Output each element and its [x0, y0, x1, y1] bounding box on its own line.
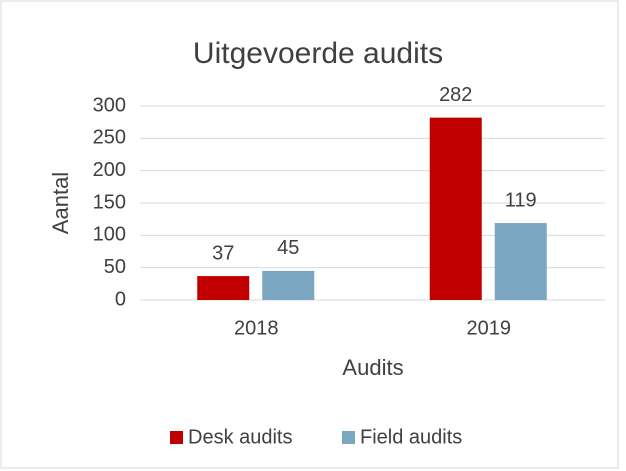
y-tick-label: 300 [93, 94, 126, 116]
bar [429, 117, 482, 300]
y-tick-label: 50 [104, 256, 126, 278]
y-tick-label: 250 [93, 127, 126, 149]
y-tick-label: 150 [93, 191, 126, 213]
bar [494, 223, 547, 300]
y-tick-label: 100 [93, 224, 126, 246]
legend-label: Field audits [360, 426, 462, 448]
x-tick-label: 2018 [234, 317, 279, 339]
chart-title: Uitgevoerde audits [193, 37, 443, 70]
data-label: 119 [505, 189, 537, 211]
legend-swatch [342, 431, 355, 444]
y-tick-label: 200 [93, 159, 126, 181]
data-label: 282 [439, 84, 472, 106]
y-axis-label: Aantal [48, 172, 73, 234]
legend-label: Desk audits [188, 426, 293, 448]
data-label: 37 [212, 242, 234, 264]
bar [262, 270, 315, 300]
bar [197, 276, 250, 300]
data-label: 45 [277, 237, 299, 259]
x-tick-label: 2019 [467, 317, 512, 339]
y-tick-label: 0 [115, 288, 126, 310]
legend-swatch [170, 431, 183, 444]
x-axis-label: Audits [342, 355, 403, 380]
